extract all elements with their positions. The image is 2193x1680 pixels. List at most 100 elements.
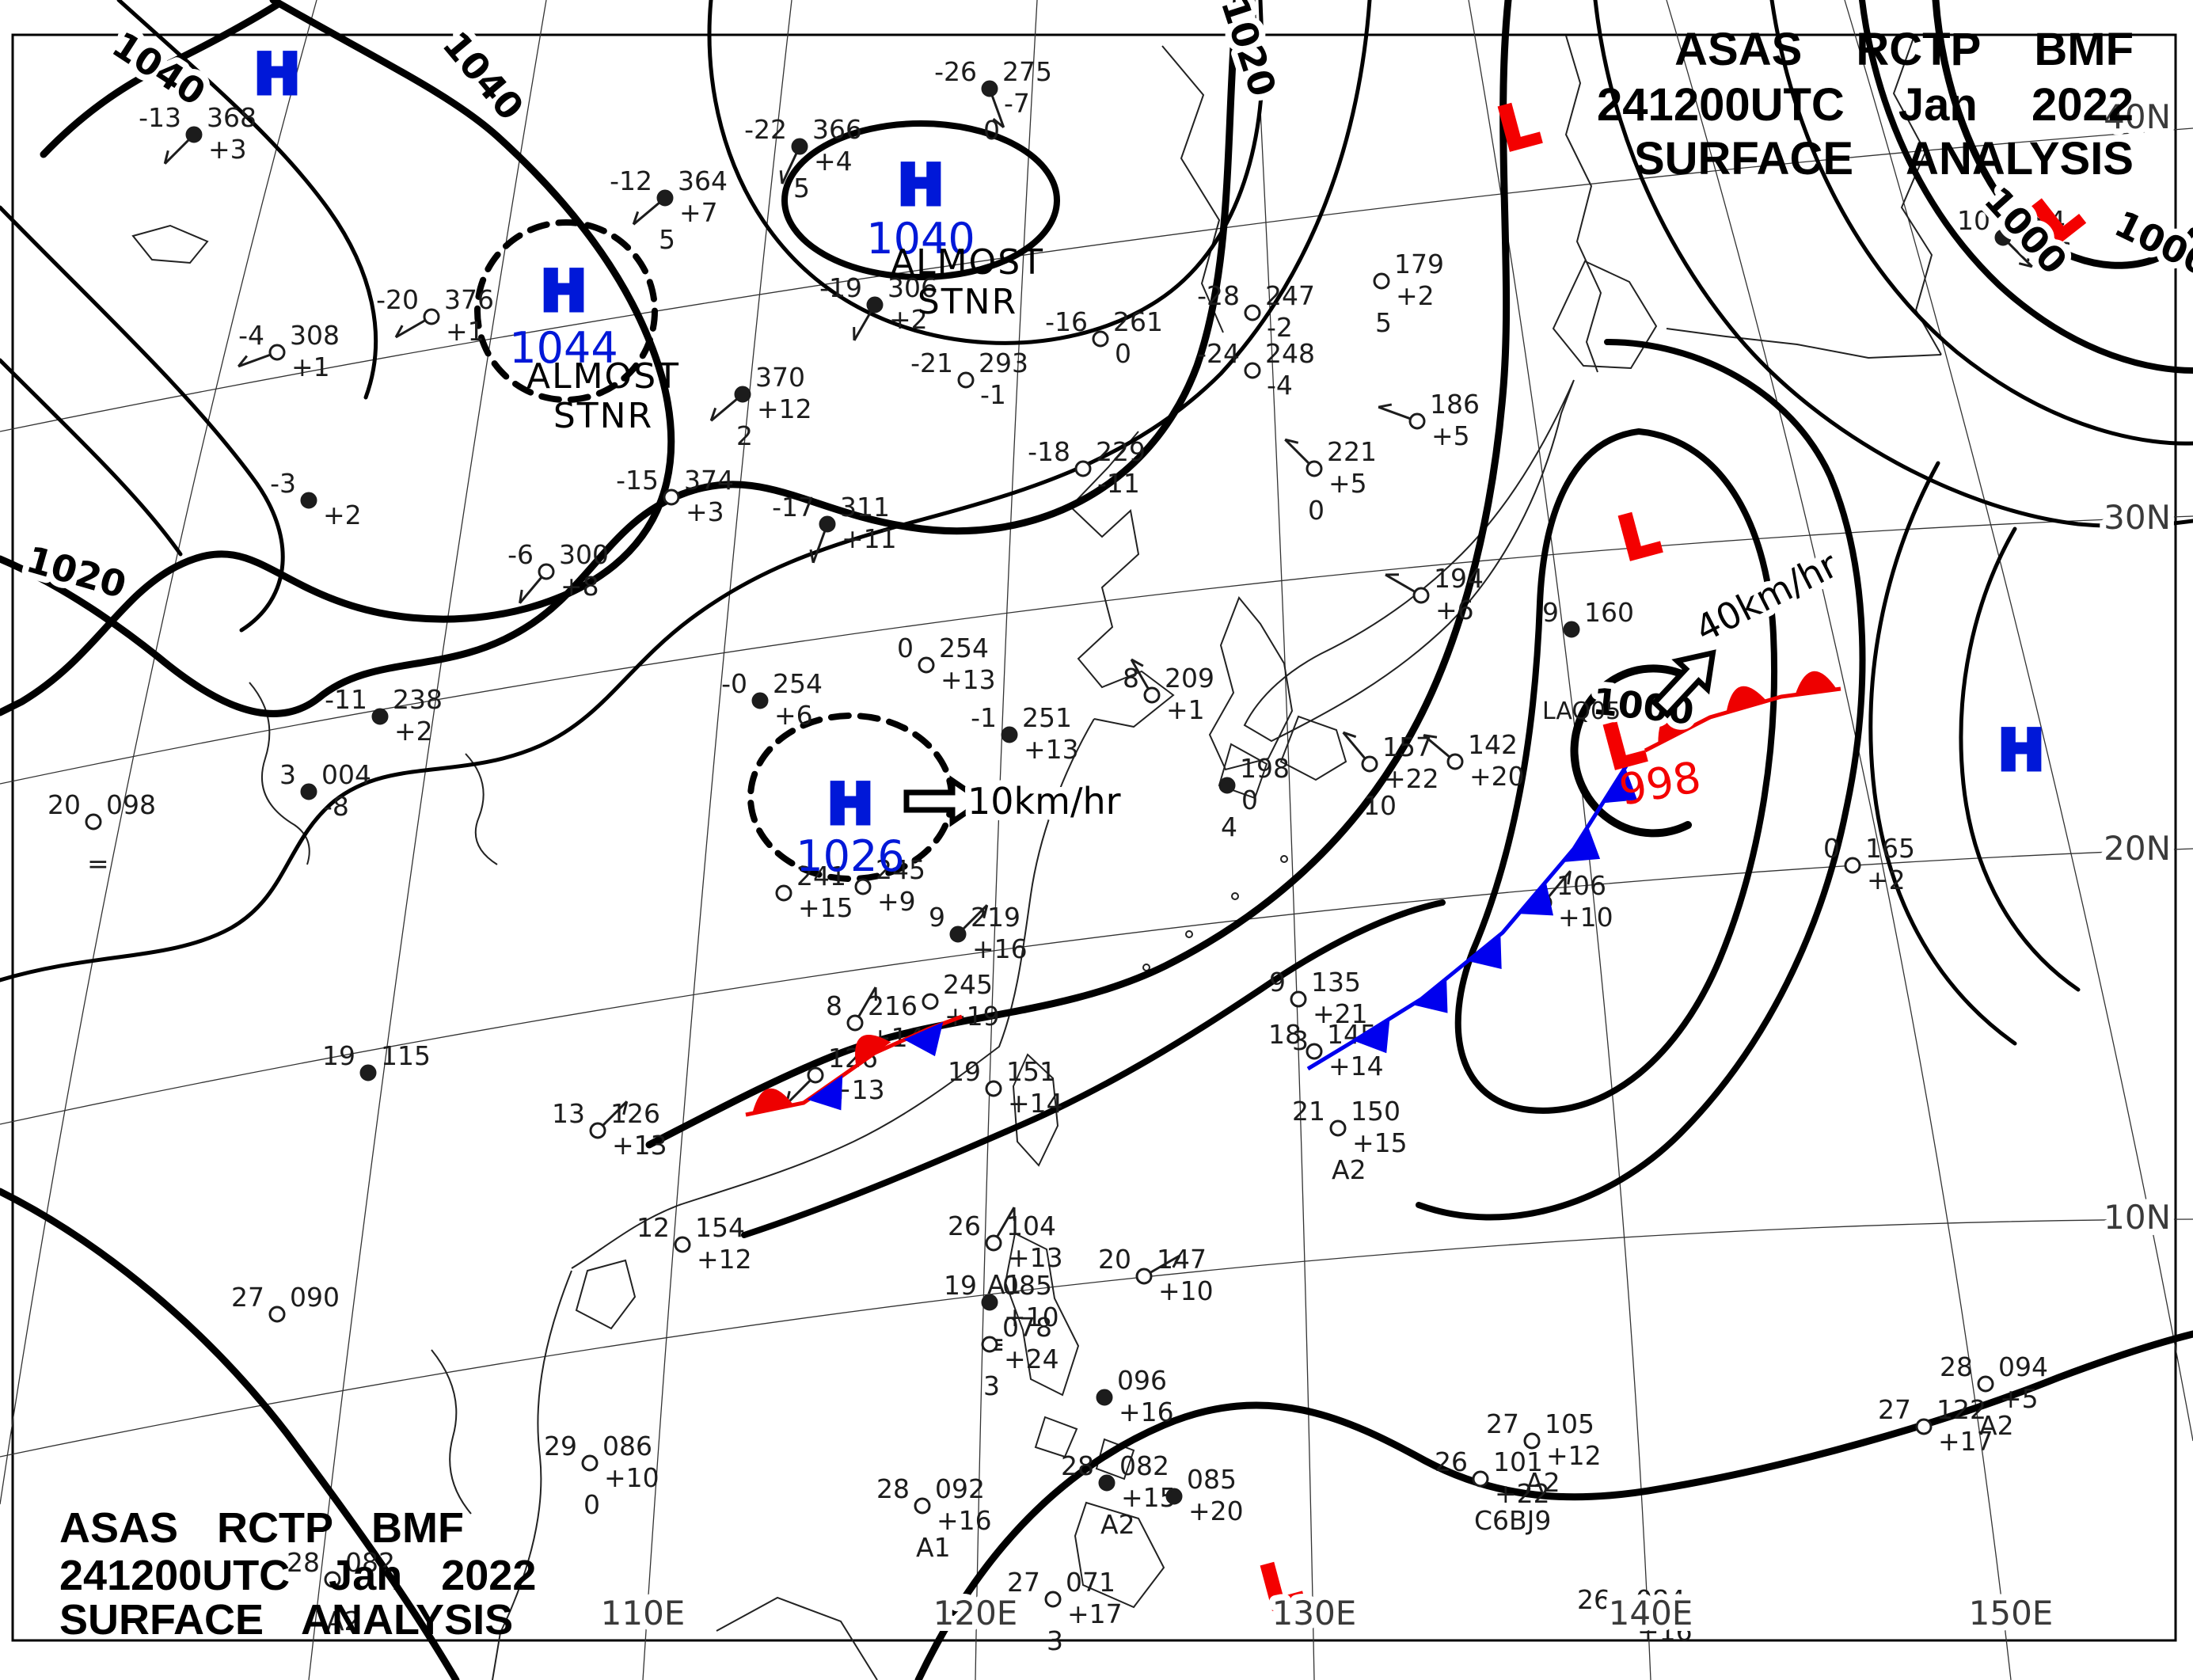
station-circle-icon	[981, 80, 998, 97]
station-circle-icon	[957, 371, 975, 389]
station-plots-layer: -13 368+3-20 376+1-4 308+1-12 364+75-22 366+4…	[48, 56, 2073, 1656]
station-change: +12	[1546, 1440, 1602, 1471]
station-change: +10	[1558, 902, 1613, 933]
station-circle-icon	[807, 1066, 824, 1084]
station-temp: 29	[544, 1431, 577, 1461]
pressure-value: 1044	[509, 323, 618, 373]
station-circle-icon	[791, 138, 808, 155]
station-temp: 28	[1940, 1351, 1973, 1382]
station-circle-icon	[981, 1336, 998, 1353]
pressure-systems-layer: HH1044ALMOSTSTNRH1040ALMOSTSTNRH1026HLLL…	[252, 40, 2096, 1626]
station-plot: -6 300+8	[507, 539, 609, 604]
island-ryukyu-3	[1231, 892, 1239, 900]
station-change: +13	[612, 1130, 667, 1161]
station-pressure: 241	[796, 861, 846, 891]
front-stationary	[745, 1014, 963, 1117]
station-temp: 0	[1823, 833, 1840, 864]
low-symbol: L	[1611, 496, 1667, 575]
station-pressure: 135	[1311, 967, 1361, 998]
station-extra: 2	[736, 420, 753, 451]
coast-korea	[1208, 596, 1294, 771]
station-circle-icon	[268, 1306, 286, 1323]
station-temp: 8	[826, 990, 842, 1021]
wind-barb-feather-icon	[632, 211, 640, 225]
station-plot: 20 098 =	[48, 789, 156, 879]
station-change: -4	[1267, 370, 1293, 401]
station-circle-icon	[1523, 1432, 1541, 1450]
station-temp: -26	[934, 56, 977, 87]
title-block-top-right: ASAS RCTP BMF 241200UTC Jan 2022 SURFACE…	[1597, 24, 2134, 184]
station-change: +10	[604, 1462, 659, 1493]
station-circle-icon	[324, 1571, 341, 1588]
station-pressure: 219	[971, 902, 1020, 933]
station-change: +22	[1495, 1478, 1550, 1509]
movement-note: ALMOST	[891, 242, 1044, 283]
isobar-corner-3	[1769, 0, 2193, 446]
station-circle-icon	[1074, 460, 1092, 477]
station-circle-icon	[819, 515, 836, 533]
station-temp: 20	[48, 789, 81, 820]
low-pressure-system: L	[1489, 86, 1548, 167]
station-plot: 186+5	[1378, 389, 1480, 451]
station-plot: 096+16	[1096, 1365, 1174, 1427]
longitude-label: 110E	[601, 1594, 686, 1632]
station-plot: 9 160	[1542, 597, 1634, 638]
station-plot: 28 094+5A2	[1940, 1351, 2048, 1441]
coast-hainan	[575, 1259, 637, 1330]
movement-speed-label: 40km/hr	[1688, 543, 1844, 651]
station-circle-icon	[1306, 460, 1323, 477]
fronts-layer	[745, 671, 1841, 1117]
station-pressure: 374	[684, 465, 734, 496]
station-plot: 241+15	[775, 861, 853, 923]
station-change: +2	[889, 304, 928, 335]
movement-note: ALMOST	[526, 356, 680, 397]
river-amur	[1161, 45, 1224, 333]
station-circle-icon	[1044, 1591, 1062, 1608]
station-circle-icon	[1563, 621, 1580, 638]
coast-kamchatka	[1892, 35, 1942, 355]
station-change: -11	[1097, 468, 1140, 499]
station-pressure: 085	[1187, 1464, 1237, 1495]
station-temp: -13	[139, 102, 181, 133]
station-extra: 5	[659, 224, 675, 255]
station-change: +11	[842, 523, 897, 554]
station-change: +2	[394, 716, 433, 747]
station-circle-icon	[1244, 362, 1261, 379]
station-temp: -4	[238, 320, 264, 351]
wind-barb-feather-icon	[519, 589, 523, 604]
station-temp: 27	[1486, 1408, 1519, 1439]
parallel-10n	[0, 1218, 2193, 1458]
station-plot: -12 364+75	[610, 165, 728, 255]
station-temp: 27	[1878, 1394, 1911, 1425]
station-circle-icon	[1844, 857, 1861, 874]
station-extra: 0	[983, 115, 1000, 146]
coast-borneo	[716, 1596, 878, 1680]
cold-front-triangle-icon	[1467, 933, 1502, 970]
station-pressure: 082	[1119, 1450, 1169, 1481]
chart-type-bottom: SURFACE ANALYSIS	[59, 1596, 513, 1644]
station-change: +16	[937, 1505, 992, 1536]
station-plot: 9 219+16	[929, 902, 1028, 964]
station-plot: -1 251+13	[971, 702, 1079, 765]
latitude-label: 30N	[2104, 498, 2171, 537]
coast-honshu	[1243, 379, 1575, 743]
station-temp: -24	[1197, 338, 1240, 369]
station-temp: -17	[772, 492, 815, 523]
annotations-layer: LAQ05	[1542, 697, 1621, 725]
station-change: +2	[1396, 280, 1435, 311]
station-plot: 221+50	[1284, 436, 1377, 526]
latitude-label: 20N	[2104, 829, 2171, 868]
coast-kyushu	[1218, 743, 1268, 800]
station-circle-icon	[985, 1080, 1002, 1097]
latitude-label: 10N	[2104, 1198, 2171, 1237]
station-plot: -11 238+2	[325, 684, 443, 747]
wind-barb-feather-icon	[394, 325, 404, 338]
station-change: +20	[1469, 761, 1525, 792]
station-change: +17	[1938, 1426, 1993, 1457]
station-pressure: 151	[1006, 1056, 1056, 1087]
station-circle-icon	[268, 344, 286, 361]
station-plot: 179+25	[1373, 249, 1444, 338]
